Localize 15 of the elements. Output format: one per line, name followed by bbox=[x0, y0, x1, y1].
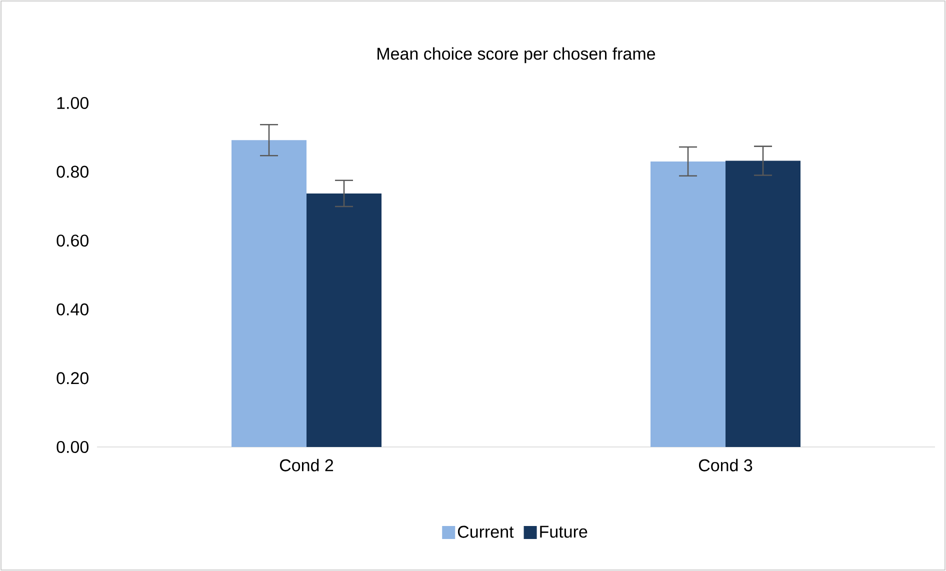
y-tick-label: 0.20 bbox=[56, 372, 88, 384]
y-tick-label: 0.80 bbox=[56, 166, 88, 178]
y-tick-label: 0.60 bbox=[56, 234, 88, 247]
bar bbox=[650, 161, 726, 447]
x-tick-label: Cond 3 bbox=[698, 458, 752, 472]
y-tick-label: 1.00 bbox=[57, 96, 88, 110]
chart-title: Mean choice score per chosen frame bbox=[378, 47, 656, 64]
legend-label: Current bbox=[458, 526, 514, 538]
bar bbox=[726, 160, 801, 447]
y-tick-label: 0.40 bbox=[56, 303, 88, 316]
bar bbox=[306, 193, 382, 447]
legend-label: Future bbox=[540, 526, 588, 538]
x-tick-label: Cond 2 bbox=[280, 458, 334, 472]
y-tick-label: 0.00 bbox=[56, 440, 88, 454]
bar bbox=[232, 140, 307, 447]
